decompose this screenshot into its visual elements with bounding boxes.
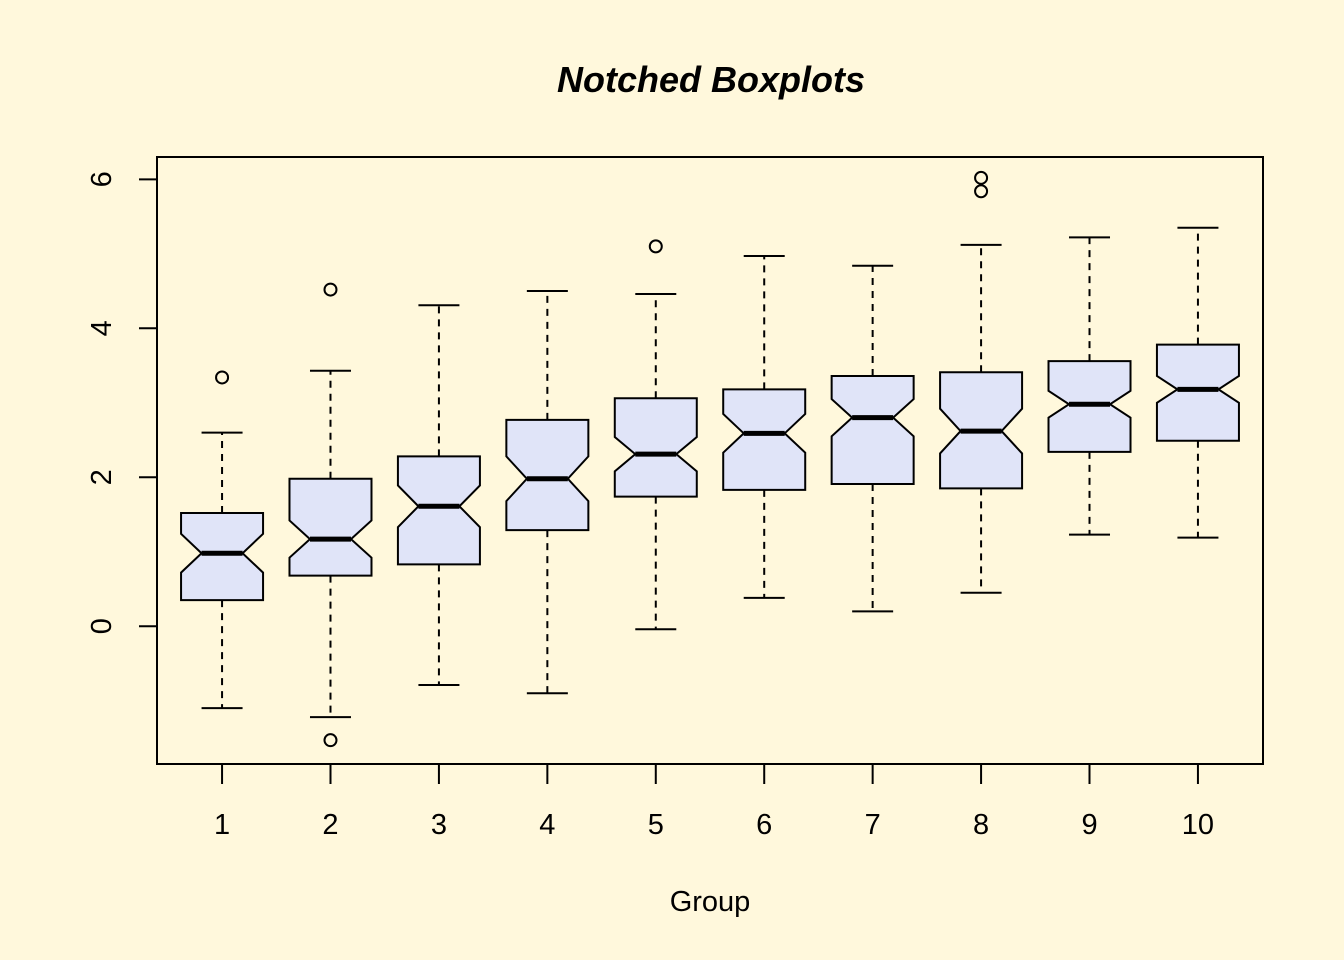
x-tick-label: 2	[322, 809, 338, 841]
y-tick-label: 4	[86, 320, 118, 336]
x-axis-title: Group	[670, 886, 751, 918]
notched-box	[613, 397, 698, 498]
box-group-7	[830, 264, 915, 613]
notched-box	[722, 388, 807, 491]
x-tick-label: 1	[214, 809, 230, 841]
outlier-point	[215, 370, 230, 385]
box-group-4	[505, 290, 590, 695]
boxes	[180, 170, 1240, 748]
x-tick-label: 10	[1182, 809, 1214, 841]
box-group-8	[939, 170, 1024, 594]
outlier-point	[323, 282, 338, 297]
box-group-2	[288, 282, 373, 748]
box-group-3	[396, 304, 481, 687]
outlier-point	[974, 184, 989, 199]
notched-box	[288, 477, 373, 577]
notched-box	[830, 374, 915, 485]
x-tick-label: 9	[1081, 809, 1097, 841]
notched-box	[180, 512, 265, 602]
y-tick-label: 0	[86, 618, 118, 634]
box-group-5	[613, 239, 698, 631]
x-tick-label: 6	[756, 809, 772, 841]
outlier-point	[648, 239, 663, 254]
x-tick-label: 3	[431, 809, 447, 841]
outlier-point	[323, 733, 338, 748]
notched-box	[1155, 343, 1240, 442]
outlier-point	[974, 170, 989, 185]
box-group-1	[180, 370, 265, 710]
plot-frame	[156, 156, 1264, 765]
box-group-6	[722, 255, 807, 599]
notched-box	[396, 455, 481, 566]
box-group-9	[1047, 236, 1132, 536]
x-axis: 1 2 3 4 5 6 7 8 9 10	[214, 764, 1214, 841]
chart-title: Notched Boxplots	[557, 59, 865, 100]
x-tick-label: 5	[648, 809, 664, 841]
y-axis: 0 2 4 6	[86, 171, 157, 634]
box-group-10	[1155, 226, 1240, 539]
x-tick-label: 4	[539, 809, 555, 841]
y-tick-label: 2	[86, 469, 118, 485]
x-tick-label: 7	[865, 809, 881, 841]
y-tick-label: 6	[86, 171, 118, 187]
x-tick-label: 8	[973, 809, 989, 841]
notched-box	[505, 418, 590, 532]
